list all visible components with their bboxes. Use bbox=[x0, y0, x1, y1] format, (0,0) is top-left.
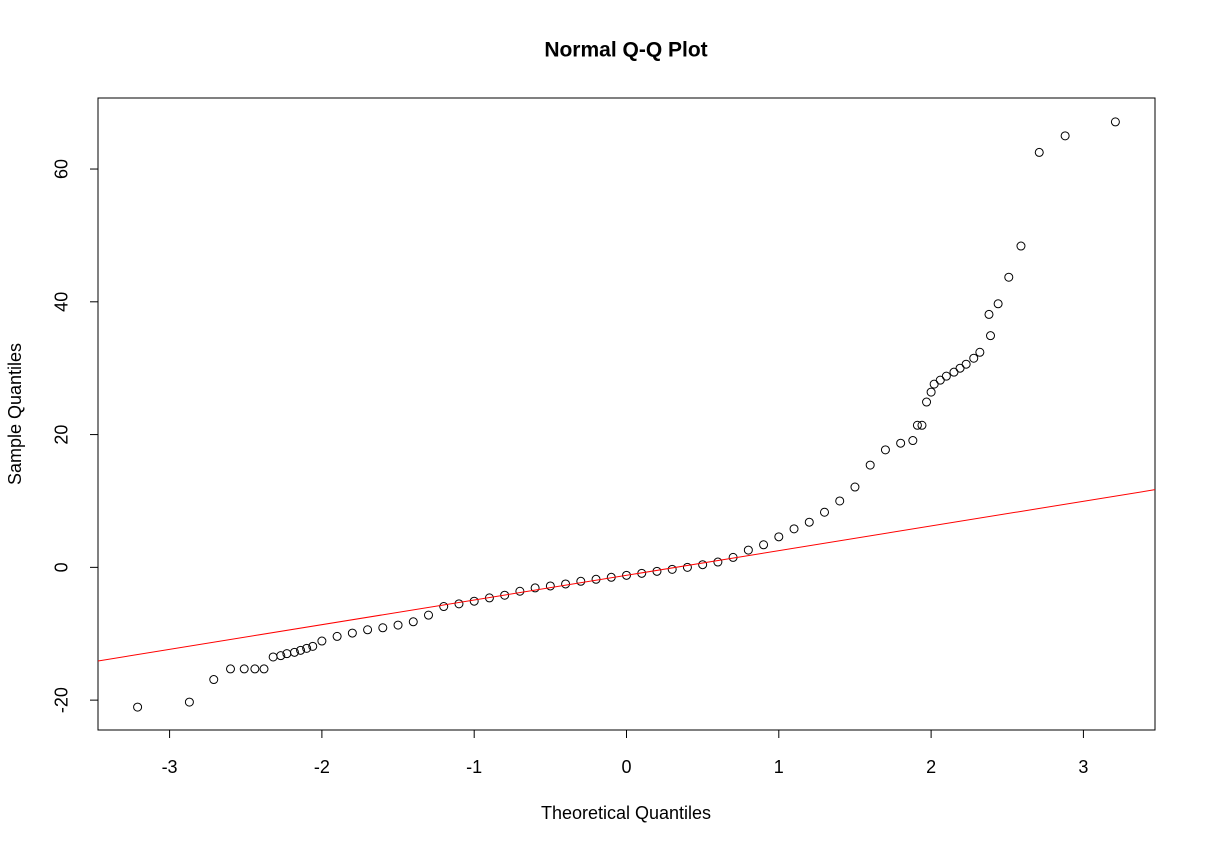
data-point bbox=[545, 581, 555, 591]
data-point bbox=[759, 540, 769, 550]
data-point bbox=[259, 664, 269, 674]
data-point bbox=[454, 599, 464, 609]
data-point bbox=[835, 496, 845, 506]
data-point bbox=[347, 628, 357, 638]
data-point bbox=[1110, 117, 1120, 127]
data-point bbox=[561, 579, 571, 589]
data-point bbox=[774, 532, 784, 542]
data-point bbox=[789, 524, 799, 534]
data-point bbox=[317, 636, 327, 646]
data-point bbox=[576, 576, 586, 586]
data-point bbox=[984, 309, 994, 319]
data-point bbox=[743, 545, 753, 555]
data-point bbox=[961, 359, 971, 369]
x-tick-label: -2 bbox=[314, 757, 330, 777]
data-point bbox=[935, 375, 945, 385]
data-point bbox=[929, 379, 939, 389]
data-point bbox=[530, 583, 540, 593]
data-point bbox=[515, 586, 525, 596]
data-point bbox=[975, 347, 985, 357]
data-point bbox=[713, 557, 723, 567]
data-point bbox=[926, 387, 936, 397]
data-point bbox=[184, 697, 194, 707]
data-point bbox=[296, 645, 306, 655]
y-tick-label: 40 bbox=[52, 292, 72, 312]
data-point bbox=[378, 623, 388, 633]
data-point bbox=[276, 651, 286, 661]
data-point bbox=[268, 652, 278, 662]
data-point bbox=[986, 331, 996, 341]
data-point bbox=[408, 617, 418, 627]
data-point bbox=[804, 517, 814, 527]
data-point bbox=[302, 643, 312, 653]
x-tick-label: 0 bbox=[621, 757, 631, 777]
data-point bbox=[209, 675, 219, 685]
data-point bbox=[308, 641, 318, 651]
data-point bbox=[1060, 131, 1070, 141]
reference-line bbox=[98, 489, 1155, 662]
data-point bbox=[912, 420, 922, 430]
data-point bbox=[393, 620, 403, 630]
data-point bbox=[993, 299, 1003, 309]
y-tick-label: 0 bbox=[52, 562, 72, 572]
y-tick-label: -20 bbox=[52, 687, 72, 713]
data-point bbox=[1004, 272, 1014, 282]
x-tick-label: -3 bbox=[162, 757, 178, 777]
data-point bbox=[667, 564, 677, 574]
data-point bbox=[969, 353, 979, 363]
chart-title: Normal Q-Q Plot bbox=[544, 39, 707, 62]
data-point bbox=[682, 562, 692, 572]
data-point bbox=[955, 363, 965, 373]
data-point bbox=[922, 397, 932, 407]
data-point bbox=[250, 664, 260, 674]
data-point bbox=[865, 460, 875, 470]
x-tick-label: 3 bbox=[1078, 757, 1088, 777]
y-tick-label: 60 bbox=[52, 159, 72, 179]
data-point bbox=[133, 702, 143, 712]
data-point bbox=[917, 420, 927, 430]
x-axis-label: Theoretical Quantiles bbox=[541, 803, 711, 823]
data-point bbox=[949, 367, 959, 377]
data-point bbox=[289, 647, 299, 657]
data-point bbox=[880, 445, 890, 455]
data-point bbox=[850, 482, 860, 492]
data-point bbox=[226, 664, 236, 674]
data-point bbox=[239, 664, 249, 674]
x-tick-label: 2 bbox=[926, 757, 936, 777]
x-tick-label: 1 bbox=[774, 757, 784, 777]
data-point bbox=[941, 371, 951, 381]
data-point bbox=[896, 438, 906, 448]
data-point bbox=[363, 625, 373, 635]
data-point bbox=[469, 596, 479, 606]
data-point bbox=[424, 610, 434, 620]
data-point bbox=[622, 570, 631, 580]
data-point bbox=[439, 602, 449, 612]
data-point bbox=[698, 560, 708, 570]
data-point bbox=[1034, 147, 1044, 157]
data-point bbox=[1016, 241, 1026, 251]
data-point bbox=[819, 507, 829, 517]
data-point bbox=[908, 436, 918, 446]
y-axis-label: Sample Quantiles bbox=[5, 343, 25, 485]
data-point bbox=[332, 631, 342, 641]
x-tick-label: -1 bbox=[466, 757, 482, 777]
y-tick-label: 20 bbox=[52, 425, 72, 445]
